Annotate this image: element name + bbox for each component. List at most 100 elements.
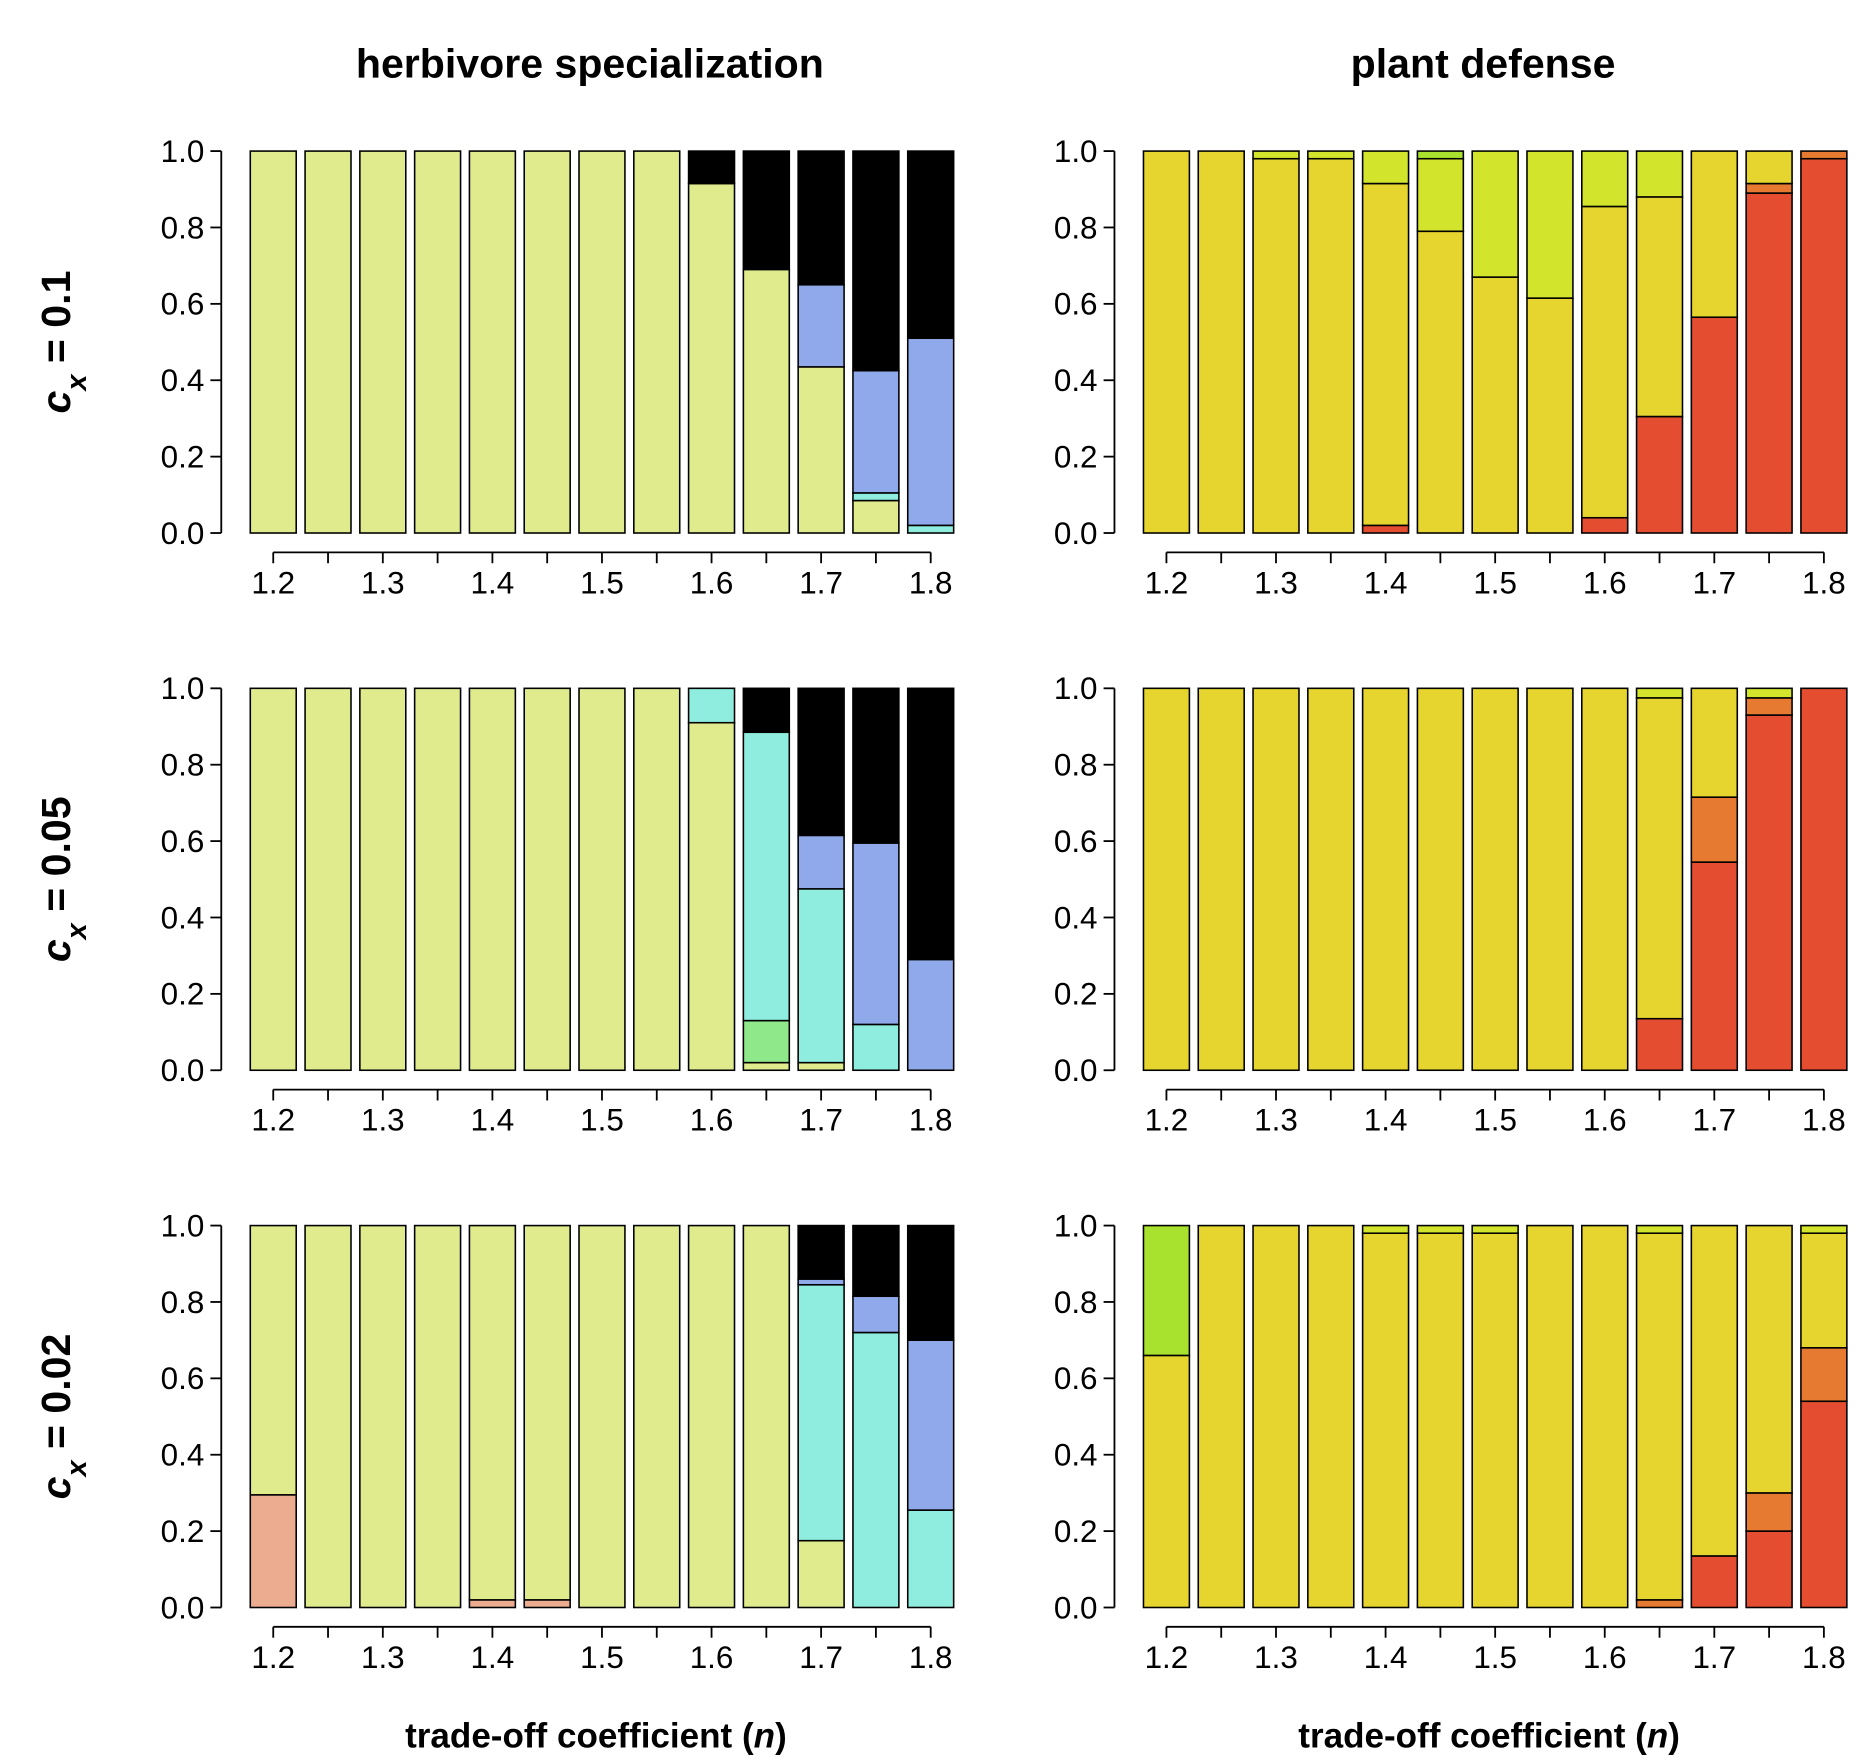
- bar-segment: [1471, 687, 1519, 1072]
- bar-segment: [1745, 182, 1793, 194]
- bar-segment: [742, 268, 791, 534]
- bar-segment: [1361, 1224, 1410, 1234]
- x-tick-label: 1.5: [580, 1640, 624, 1675]
- x-tick-label: 1.5: [1473, 565, 1517, 600]
- y-tick-label: 1.0: [161, 134, 205, 169]
- y-tick-label: 0.4: [1054, 363, 1098, 398]
- bar-segment: [1800, 1347, 1848, 1403]
- y-tick-label: 0.6: [1054, 824, 1098, 859]
- x-tick-label: 1.8: [909, 1640, 953, 1675]
- y-tick-label: 0.8: [1054, 1285, 1098, 1320]
- bar-segment: [304, 1224, 352, 1609]
- y-tick-label: 0.0: [1054, 1053, 1098, 1088]
- y-tick-label: 1.0: [1054, 1208, 1098, 1243]
- bar-segment: [1690, 1224, 1739, 1557]
- bar-segment: [1307, 157, 1355, 534]
- row-label-part: = 0.02: [33, 1334, 79, 1461]
- bar-segment: [1635, 1224, 1684, 1234]
- bar-segment: [687, 150, 736, 185]
- bar-segment: [1690, 687, 1739, 798]
- bar-segment: [633, 150, 681, 534]
- bar-segment: [1526, 1224, 1574, 1609]
- bar-segment: [1745, 150, 1793, 185]
- bar-segment: [1416, 157, 1465, 233]
- bar-segment: [304, 150, 352, 534]
- x-tick-label: 1.5: [580, 1103, 624, 1138]
- x-axis-title-part: n: [754, 1717, 775, 1756]
- bar-segment: [906, 1224, 955, 1341]
- y-tick-label: 0.6: [161, 824, 205, 859]
- bar-segment: [1416, 150, 1465, 160]
- x-tick-label: 1.4: [1364, 1103, 1408, 1138]
- y-tick-label: 0.8: [1054, 748, 1098, 783]
- bar-segment: [1635, 415, 1684, 534]
- bar-segment: [1142, 150, 1191, 534]
- bar-segment: [359, 150, 407, 534]
- bar-segment: [1580, 205, 1629, 519]
- x-axis-title: trade-off coefficient (n): [405, 1717, 787, 1756]
- bar-segment: [687, 182, 736, 534]
- bar-segment: [797, 150, 845, 286]
- bar-segment: [1635, 697, 1684, 1020]
- bar-segment: [797, 687, 845, 837]
- bar-segment: [1690, 150, 1739, 319]
- x-tick-label: 1.2: [251, 1103, 295, 1138]
- x-axis-title-part: n: [1647, 1717, 1668, 1756]
- bar-segment: [1635, 1599, 1684, 1609]
- bar-segment: [1361, 687, 1410, 1072]
- y-tick-label: 0.2: [161, 1514, 205, 1549]
- bar-segment: [1526, 297, 1574, 534]
- bar-segment: [797, 1278, 845, 1286]
- bar-segment: [1635, 196, 1684, 418]
- y-tick-label: 0.0: [161, 1590, 205, 1625]
- bar-segment: [359, 1224, 407, 1609]
- bar-segment: [413, 687, 462, 1072]
- y-tick-label: 0.2: [161, 440, 205, 475]
- bar-segment: [742, 150, 791, 271]
- bar-segment: [742, 1019, 791, 1064]
- x-tick-label: 1.3: [1254, 1103, 1298, 1138]
- row-label-part: c: [33, 939, 79, 962]
- bar-segment: [1580, 150, 1629, 208]
- row-label: cx = 0.05: [33, 796, 93, 962]
- x-tick-label: 1.5: [1473, 1103, 1517, 1138]
- x-tick-label: 1.7: [799, 1103, 843, 1138]
- y-tick-label: 0.0: [1054, 516, 1098, 551]
- bar-segment: [1142, 687, 1191, 1072]
- bar-segment: [1471, 1224, 1519, 1234]
- row-label-part: = 0.1: [33, 271, 79, 375]
- bar-segment: [1800, 150, 1848, 160]
- bar-segment: [633, 687, 681, 1072]
- bar-segment: [1416, 1232, 1465, 1609]
- bar-segment: [1800, 1232, 1848, 1349]
- bar-segment: [906, 1509, 955, 1609]
- bar-segment: [1416, 230, 1465, 534]
- x-tick-label: 1.2: [251, 565, 295, 600]
- x-axis-title-part: ): [1668, 1717, 1680, 1756]
- bar-segment: [1142, 1354, 1191, 1609]
- bar-segment: [468, 687, 517, 1072]
- y-tick-label: 0.4: [1054, 900, 1098, 935]
- bar-segment: [852, 369, 900, 494]
- x-axis-title-part: trade-off coefficient (: [405, 1717, 754, 1756]
- bar-segment: [852, 1295, 900, 1334]
- x-tick-label: 1.7: [799, 565, 843, 600]
- y-tick-label: 0.8: [1054, 210, 1098, 245]
- y-tick-label: 0.4: [1054, 1438, 1098, 1473]
- bar-segment: [797, 366, 845, 534]
- x-tick-label: 1.4: [1364, 1640, 1408, 1675]
- row-label-part: c: [33, 1476, 79, 1499]
- x-tick-label: 1.7: [799, 1640, 843, 1675]
- bar-segment: [742, 1061, 791, 1072]
- bar-segment: [1745, 697, 1793, 716]
- x-tick-label: 1.3: [1254, 565, 1298, 600]
- x-tick-label: 1.7: [1692, 1640, 1736, 1675]
- row-label: cx = 0.02: [33, 1334, 93, 1500]
- y-tick-label: 0.8: [161, 210, 205, 245]
- bar-segment: [852, 842, 900, 1026]
- bar-segment: [687, 721, 736, 1072]
- bar-segment: [852, 1224, 900, 1298]
- bar-segment: [523, 1599, 571, 1609]
- bar-segment: [852, 1023, 900, 1072]
- y-tick-label: 0.0: [161, 516, 205, 551]
